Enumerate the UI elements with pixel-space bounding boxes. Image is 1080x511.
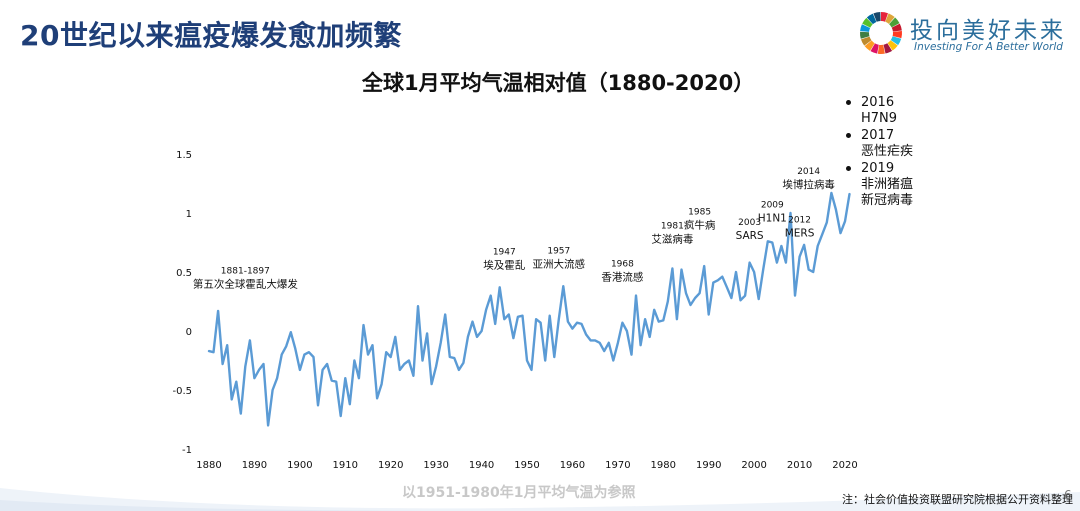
logo-ring-segment <box>881 12 888 22</box>
annotation-year: 1947 <box>493 247 516 257</box>
x-tick-label: 1980 <box>651 460 676 471</box>
page-number: 6 <box>1064 488 1072 502</box>
event-annotation: 2012 MERS <box>785 216 815 240</box>
y-tick-label: 1 <box>186 209 192 220</box>
bullet-year: 2017 <box>861 128 895 143</box>
logo-ring-segment <box>889 17 900 28</box>
bullet-event: 新冠病毒 <box>861 193 914 208</box>
logo-ring-segment <box>870 43 879 54</box>
x-tick-label: 2000 <box>741 460 766 471</box>
annotation-year: 2009 <box>761 200 784 210</box>
annotation-year: 1981 <box>661 222 684 232</box>
bullet-event: H7N9 <box>861 111 898 126</box>
annotation-event: 疯牛病 <box>684 218 716 231</box>
logo-ring-segment <box>866 13 877 25</box>
bullet-item-2017: 2017 恶性疟疾 <box>845 128 913 160</box>
annotation-event: 埃博拉病毒 <box>782 178 835 191</box>
y-tick-label: -0.5 <box>172 386 192 397</box>
logo-ring-segment <box>873 12 881 22</box>
annotation-year: 1881-1897 <box>221 266 270 276</box>
annotation-year: 2012 <box>788 216 811 226</box>
x-tick-label: 1890 <box>242 460 267 471</box>
bullet-item-2019: 2019 非洲猪瘟 新冠病毒 <box>845 161 913 209</box>
annotation-year: 2003 <box>738 218 761 228</box>
x-tick-label: 1950 <box>514 460 539 471</box>
logo-ring-segment <box>877 44 885 54</box>
annotation-event: 艾滋病毒 <box>651 233 693 246</box>
logo-text-cn: 投向美好未来 <box>910 18 1066 44</box>
logo-ring-segment <box>864 40 875 51</box>
chart-footnote: 以1951-1980年1月平均气温为参照 <box>402 485 636 501</box>
annotation-event: 亚洲大流感 <box>533 257 586 270</box>
logo-text-en: Investing For A Better World <box>914 41 1063 53</box>
annotation-event: 香港流感 <box>601 270 643 283</box>
x-tick-label: 1920 <box>378 460 403 471</box>
x-tick-label: 1940 <box>469 460 494 471</box>
logo-ring-segment <box>862 17 873 28</box>
y-tick-label: 0 <box>186 327 192 338</box>
decorative-wave <box>0 488 1080 511</box>
x-tick-label: 1960 <box>560 460 585 471</box>
logo-ring-segment <box>859 31 870 39</box>
x-tick-label: 2010 <box>787 460 812 471</box>
x-tick-label: 2020 <box>832 460 857 471</box>
x-tick-label: 1910 <box>333 460 358 471</box>
bullet-event: 非洲猪瘟 <box>861 177 914 192</box>
logo-ring-segment <box>891 23 902 32</box>
logo-ring-segment <box>883 43 893 54</box>
bullet-item-2016: 2016 H7N9 <box>845 95 913 127</box>
x-tick-label: 1900 <box>287 460 312 471</box>
x-tick-label: 1880 <box>196 460 221 471</box>
annotation-event: MERS <box>785 228 815 240</box>
event-annotation: 2009 H1N1 <box>758 200 787 224</box>
annotation-event: 埃及霍乱 <box>483 258 525 271</box>
x-tick-label: 1930 <box>423 460 448 471</box>
annotation-year: 1968 <box>611 259 634 269</box>
slide-title: 20世纪以来瘟疫爆发愈加频繁 <box>20 19 402 52</box>
bullet-event: 恶性疟疾 <box>861 144 914 159</box>
logo-ring-segment <box>860 24 871 32</box>
logo-ring-segment <box>892 31 902 39</box>
annotation-event: H1N1 <box>758 212 787 224</box>
source-note: 注：社会价值投资联盟研究院根据公开资料整理 <box>842 493 1073 506</box>
bullet-year: 2019 <box>861 161 895 176</box>
x-tick-label: 1970 <box>605 460 630 471</box>
y-tick-label: 0.5 <box>176 268 192 279</box>
y-tick-label: 1.5 <box>176 150 192 161</box>
bullet-year: 2016 <box>861 95 895 110</box>
epidemic-bullet-list: 2016 H7N9 2017 恶性疟疾 2019 非洲猪瘟 新冠病毒 <box>845 95 913 210</box>
logo-ring-segment <box>890 36 902 46</box>
annotation-year: 1957 <box>547 246 570 256</box>
logo-ring-segment <box>885 13 895 24</box>
sdg-ring-icon <box>859 12 902 54</box>
logo: 投向美好未来 Investing For A Better World <box>858 8 1068 58</box>
annotation-year: 2014 <box>797 167 820 177</box>
series-line <box>207 191 851 427</box>
annotation-year: 1985 <box>688 207 711 217</box>
x-tick-label: 1990 <box>696 460 721 471</box>
logo-ring-segment <box>887 40 898 51</box>
y-tick-label: -1 <box>182 445 192 456</box>
event-annotation: 2003 SARS <box>736 218 764 242</box>
annotation-event: SARS <box>736 230 764 242</box>
logo-ring-segment <box>860 36 872 46</box>
annotation-event: 第五次全球霍乱大爆发 <box>193 277 298 290</box>
chart-title: 全球1月平均气温相对值（1880-2020） <box>362 71 755 95</box>
